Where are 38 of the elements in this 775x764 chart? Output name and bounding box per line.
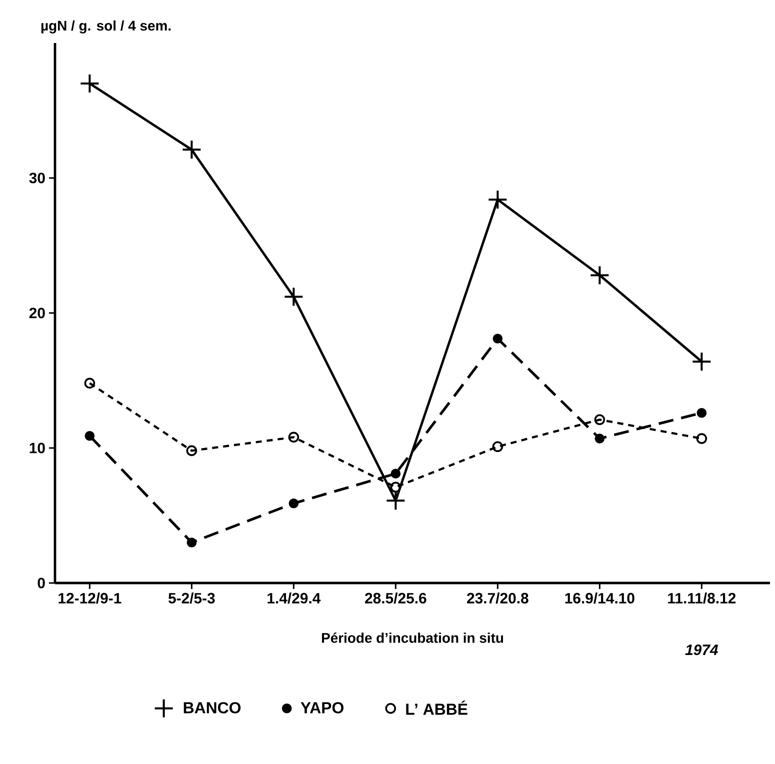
point — [84, 430, 95, 441]
point — [182, 140, 202, 160]
point — [186, 538, 197, 548]
text: 1974 — [685, 644, 718, 656]
point — [594, 414, 606, 426]
point — [390, 482, 402, 493]
point — [186, 445, 198, 456]
point — [386, 490, 406, 511]
point — [594, 434, 605, 444]
x-tick-label: 11.11/8.12 — [668, 592, 736, 604]
x-tick-label: 5-2/5-3 — [168, 592, 215, 604]
point — [492, 334, 503, 344]
x-tick-label: 23.7/20.8 — [467, 592, 528, 604]
x-tick-label: 28.5/25.6 — [365, 592, 426, 604]
point — [288, 498, 299, 508]
y-axis-title: µgN / g. sol / 4 sem. — [41, 20, 171, 34]
legend-label: BANCO — [184, 702, 241, 714]
y-tick-label: 30 — [29, 172, 45, 184]
point — [692, 352, 712, 372]
x-tick-label: 16.9/14.10 — [565, 592, 634, 604]
legend-label: L’ ABBÉ — [406, 700, 468, 715]
point — [80, 73, 100, 94]
point — [284, 286, 304, 307]
x-tick-label: 1.4/29.4 — [268, 592, 321, 604]
point — [696, 408, 707, 418]
y-tick-label: 0 — [38, 578, 45, 588]
point — [492, 441, 504, 452]
point — [590, 265, 610, 286]
point — [390, 468, 401, 479]
point — [488, 190, 508, 210]
x-axis-title: Période d’incubation in situ — [322, 632, 504, 643]
y-tick-label: 10 — [30, 442, 45, 454]
point — [696, 433, 708, 444]
legend-label: YAPO — [300, 702, 344, 714]
x-tick-label: 12-12/9-1 — [58, 592, 122, 604]
point — [288, 432, 300, 443]
point — [84, 378, 96, 389]
y-tick-label: 20 — [29, 308, 45, 318]
